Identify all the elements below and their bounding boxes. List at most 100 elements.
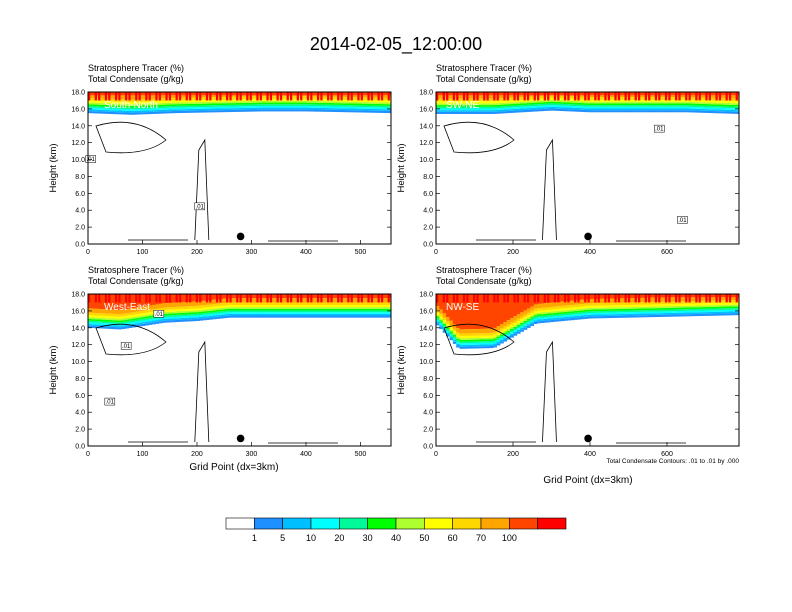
y-tick-label: 4.0 xyxy=(423,410,433,417)
contour-label-box xyxy=(194,202,205,211)
location-marker xyxy=(584,232,592,241)
condensate-contours xyxy=(443,323,686,444)
contour-note: Total Condensate Contours: .01 to .01 by… xyxy=(606,458,739,465)
colorbar-swatch xyxy=(537,517,567,530)
x-tick-label: 400 xyxy=(584,451,596,458)
contour-label: .01 xyxy=(155,312,164,318)
y-tick-label: 2.0 xyxy=(75,225,85,232)
y-tick-label: 10.0 xyxy=(71,359,85,366)
y-tick-label: 10.0 xyxy=(419,157,433,164)
subtitle-tracer: Stratosphere Tracer (%) xyxy=(436,63,532,73)
x-tick-label: 100 xyxy=(137,451,149,458)
x-tick-label: 300 xyxy=(246,249,258,256)
x-tick-label: 0 xyxy=(86,249,90,256)
y-tick-label: 8.0 xyxy=(75,376,85,383)
contour-label: .01 xyxy=(196,204,205,210)
x-tick-label: 400 xyxy=(300,249,312,256)
x-tick-label: 600 xyxy=(661,249,673,256)
colorbar-label: 30 xyxy=(363,533,373,543)
panel-1: Stratosphere Tracer (%)Total Condensate … xyxy=(48,63,392,256)
x-tick-label: 100 xyxy=(137,249,149,256)
colorbar-swatch xyxy=(480,517,510,530)
x-tick-label: 300 xyxy=(246,451,258,458)
tracer-field xyxy=(88,92,392,115)
x-tick-label: 0 xyxy=(434,451,438,458)
colorbar-swatch xyxy=(452,517,482,530)
y-tick-label: 2.0 xyxy=(75,427,85,434)
y-tick-label: 0.0 xyxy=(75,242,85,249)
y-tick-label: 12.0 xyxy=(71,140,85,147)
subtitle-condensate: Total Condensate (g/kg) xyxy=(436,74,532,84)
y-tick-label: 12.0 xyxy=(71,342,85,349)
colorbar-label: 20 xyxy=(334,533,344,543)
y-tick-label: 12.0 xyxy=(419,140,433,147)
panel-2: Stratosphere Tracer (%)Total Condensate … xyxy=(396,63,740,256)
y-tick-label: 10.0 xyxy=(71,157,85,164)
colorbar-swatch xyxy=(310,517,340,530)
colorbar-label: 60 xyxy=(448,533,458,543)
y-tick-label: 4.0 xyxy=(75,410,85,417)
contour-label-box xyxy=(104,397,116,406)
y-tick-label: 4.0 xyxy=(75,208,85,215)
panel-label: SW-NE xyxy=(446,100,479,111)
tracer-field xyxy=(436,294,740,349)
contour-label: .01 xyxy=(122,344,131,350)
subtitle-condensate: Total Condensate (g/kg) xyxy=(436,276,532,286)
y-tick-label: 14.0 xyxy=(71,325,85,332)
contour-label-box xyxy=(85,155,96,163)
condensate-contours xyxy=(95,121,338,242)
y-tick-label: 12.0 xyxy=(419,342,433,349)
y-tick-label: 18.0 xyxy=(419,292,433,299)
y-tick-label: 18.0 xyxy=(71,90,85,97)
panel-3: Stratosphere Tracer (%)Total Condensate … xyxy=(48,265,392,458)
y-tick-label: 2.0 xyxy=(423,225,433,232)
y-tick-label: 6.0 xyxy=(75,191,85,198)
condensate-contours xyxy=(95,323,338,444)
plot-frame xyxy=(87,293,392,447)
panel-label: West-East xyxy=(104,302,150,313)
y-tick-label: 8.0 xyxy=(423,174,433,181)
panel-4: Stratosphere Tracer (%)Total Condensate … xyxy=(396,265,740,458)
location-marker xyxy=(584,434,592,443)
colorbar-swatch xyxy=(424,517,453,530)
x-tick-label: 200 xyxy=(507,249,519,256)
panel-label: NW-SE xyxy=(446,302,479,313)
figure-title: 2014-02-05_12:00:00 xyxy=(310,34,482,55)
colorbar-swatch xyxy=(509,517,538,530)
contour-label: .01 xyxy=(106,400,115,406)
x-tick-label: 0 xyxy=(434,249,438,256)
contour-label: .01 xyxy=(87,157,96,163)
subtitle-tracer: Stratosphere Tracer (%) xyxy=(88,63,184,73)
y-tick-label: 14.0 xyxy=(71,123,85,130)
panel-label: South-North xyxy=(104,100,158,111)
x-tick-label: 500 xyxy=(355,249,367,256)
colorbar-swatch xyxy=(339,517,368,530)
y-tick-label: 2.0 xyxy=(423,427,433,434)
y-tick-label: 18.0 xyxy=(419,90,433,97)
plot-frame xyxy=(87,91,392,245)
colorbar-swatch xyxy=(225,517,255,530)
colorbar-label: 100 xyxy=(502,533,517,543)
contour-label-box xyxy=(120,342,132,350)
x-tick-label: 0 xyxy=(86,451,90,458)
colorbar-swatch xyxy=(282,517,312,530)
x-tick-label: 200 xyxy=(191,249,203,256)
x-tick-label: 200 xyxy=(191,451,203,458)
tracer-field xyxy=(88,294,392,330)
colorbar: 1 5 10 20 30 40 50 60 70 100 xyxy=(225,517,567,543)
y-tick-label: 16.0 xyxy=(419,106,433,113)
contour-label: .01 xyxy=(678,218,687,224)
y-axis-label: Height (km) xyxy=(48,143,59,192)
contour-label-box xyxy=(677,216,688,224)
contour-label-box xyxy=(654,124,665,133)
y-tick-label: 8.0 xyxy=(423,376,433,383)
y-tick-label: 16.0 xyxy=(419,308,433,315)
y-tick-label: 8.0 xyxy=(75,174,85,181)
subtitle-condensate: Total Condensate (g/kg) xyxy=(88,74,184,84)
x-axis-label-left: Grid Point (dx=3km) xyxy=(189,462,278,473)
location-marker xyxy=(236,232,245,241)
y-tick-label: 6.0 xyxy=(423,191,433,198)
colorbar-label: 5 xyxy=(280,533,285,543)
y-axis-label: Height (km) xyxy=(396,143,407,192)
